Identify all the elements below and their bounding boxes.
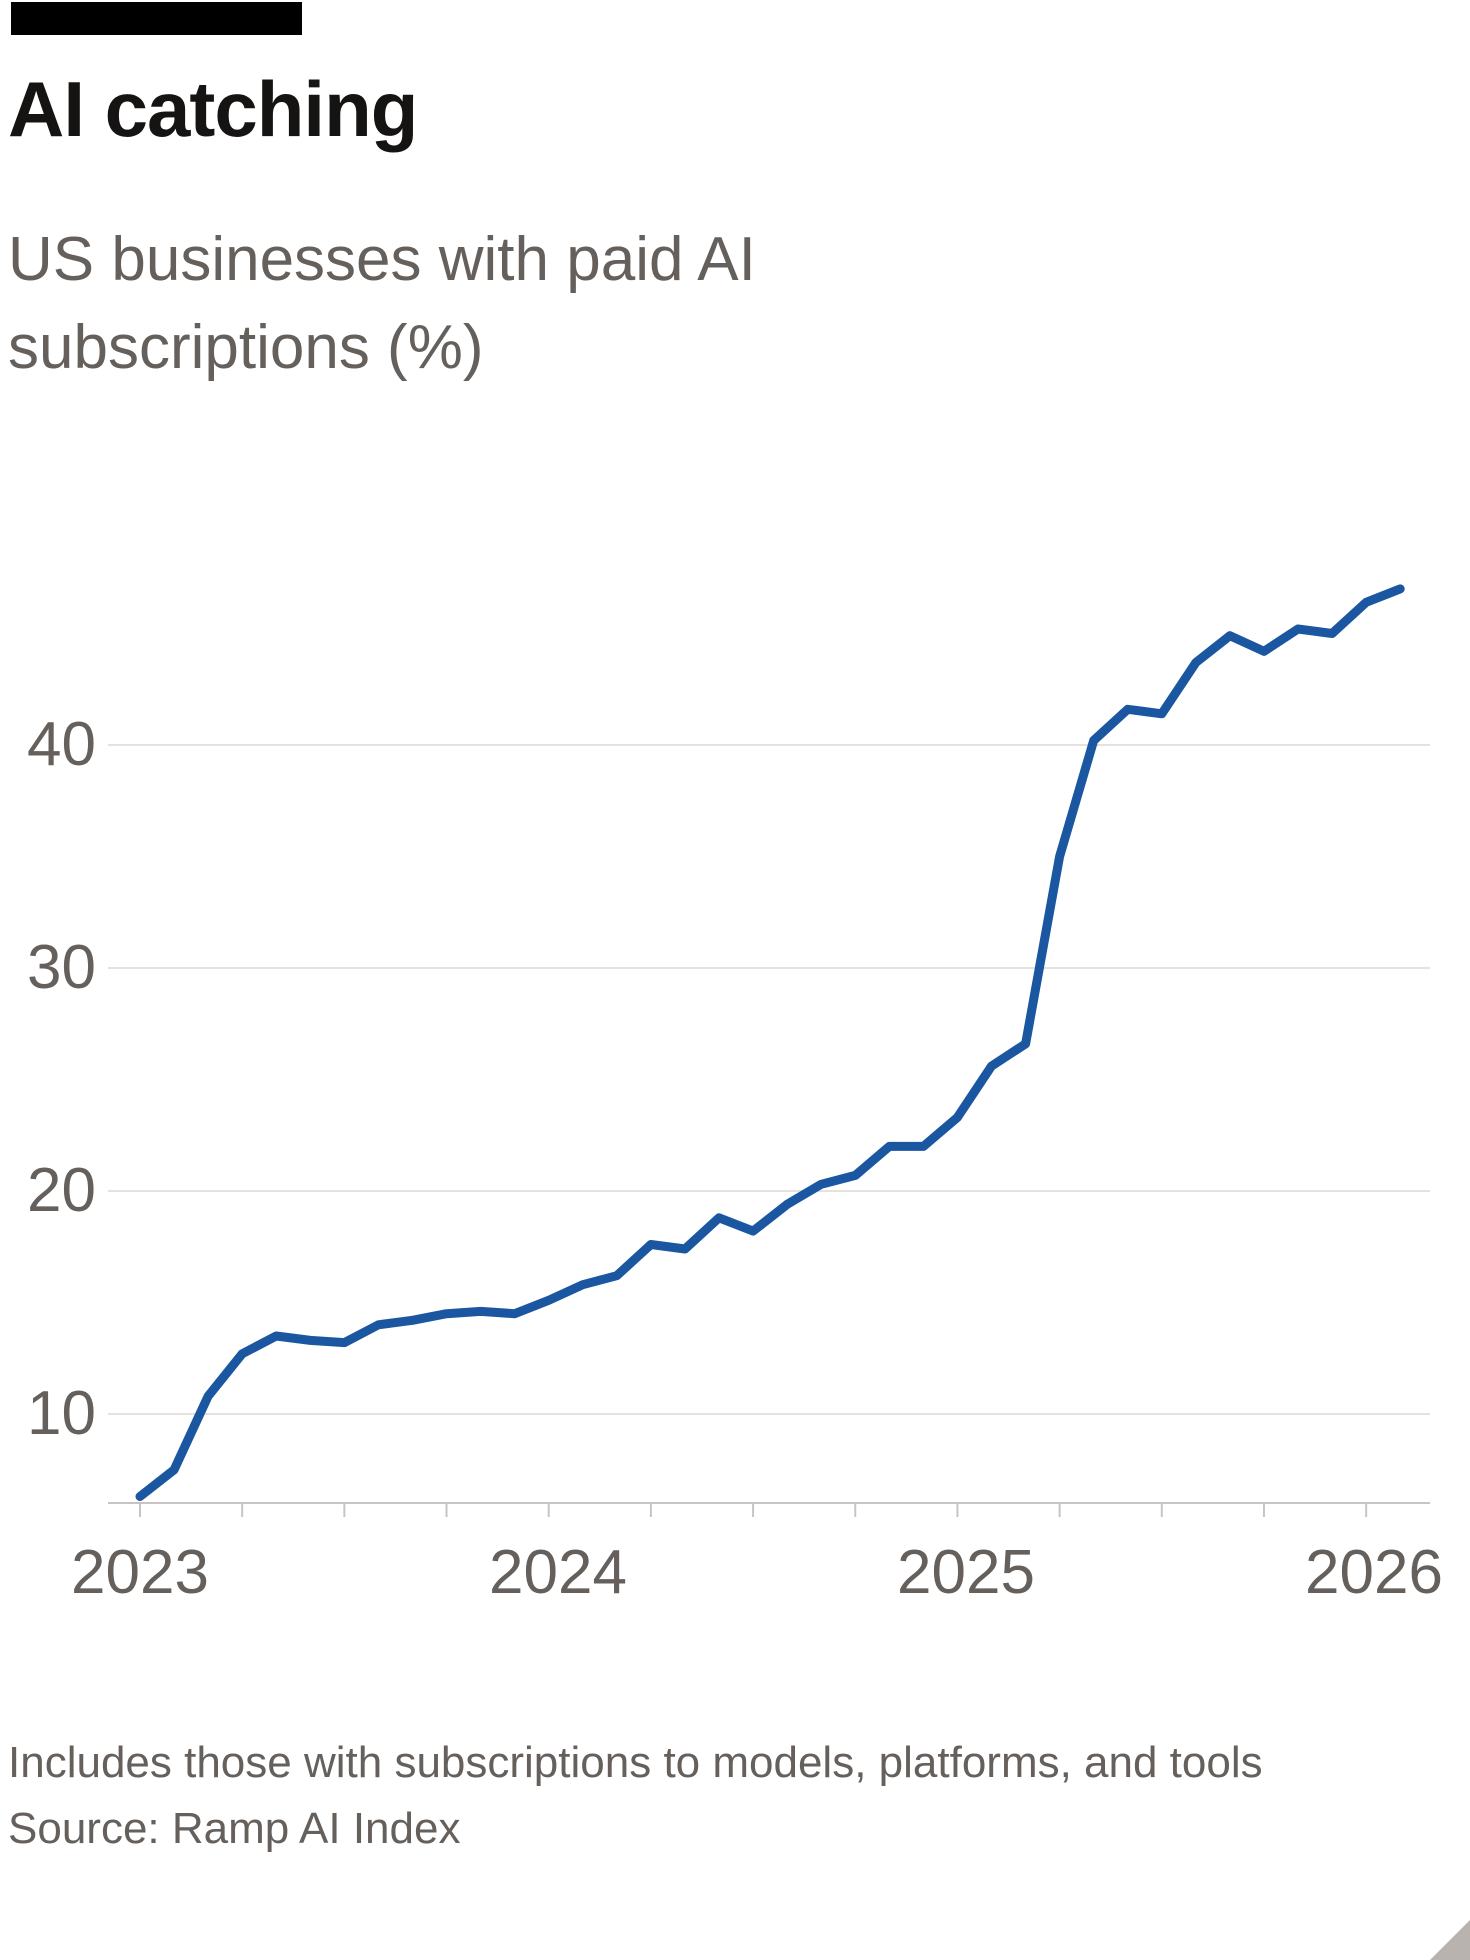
trend-line bbox=[135, 584, 1405, 1501]
brand-bar bbox=[11, 2, 302, 35]
chart-footnote: Includes those with subscriptions to mod… bbox=[8, 1738, 1263, 1787]
x-axis-label-2024: 2024 bbox=[489, 1538, 627, 1607]
chart-footer: Includes those with subscriptions to mod… bbox=[8, 1730, 1408, 1862]
y-axis-label-20: 20 bbox=[27, 1156, 96, 1225]
y-axis-label-10: 10 bbox=[27, 1379, 96, 1448]
x-axis-label-2026: 2026 bbox=[1305, 1538, 1443, 1607]
x-axis-label-2023: 2023 bbox=[71, 1538, 209, 1607]
chart-source: Source: Ramp AI Index bbox=[8, 1804, 461, 1853]
resize-corner-icon bbox=[1430, 1920, 1470, 1960]
y-axis-label-30: 30 bbox=[27, 933, 96, 1002]
chart-title: AI catching bbox=[8, 65, 418, 153]
x-axis-label-2025: 2025 bbox=[897, 1538, 1035, 1607]
chart-subtitle: US businesses with paid AI subscriptions… bbox=[8, 225, 756, 383]
y-axis-label-40: 40 bbox=[27, 710, 96, 779]
